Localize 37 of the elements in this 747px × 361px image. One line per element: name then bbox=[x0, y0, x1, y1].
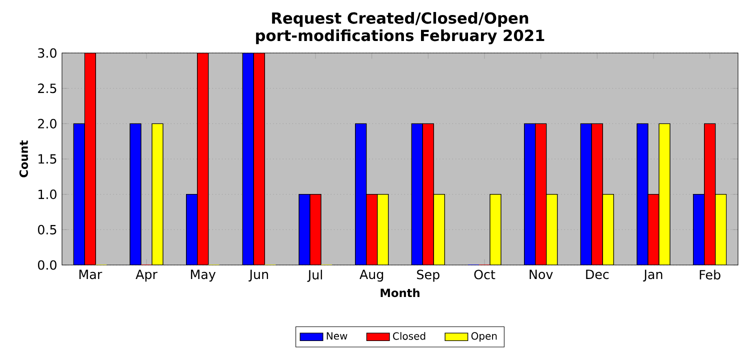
x-tick-label: Nov bbox=[530, 270, 553, 280]
x-tick-label: May bbox=[190, 270, 216, 282]
x-tick-label: Aug bbox=[360, 270, 384, 282]
x-tick-label: Jun bbox=[248, 270, 268, 282]
bar bbox=[580, 123, 592, 265]
y-axis-title: Count bbox=[19, 140, 28, 178]
y-tick-label: 1.5 bbox=[38, 154, 56, 164]
bar bbox=[186, 194, 198, 265]
x-tick-label: Jul bbox=[307, 270, 322, 282]
legend-label: New bbox=[326, 332, 348, 340]
y-tick-label: 2.0 bbox=[38, 118, 56, 128]
bar bbox=[693, 194, 705, 265]
bar bbox=[636, 123, 648, 265]
x-tick-label: Mar bbox=[79, 270, 102, 280]
y-tick-label: 0.0 bbox=[38, 260, 56, 270]
legend-label: Open bbox=[471, 332, 497, 342]
legend-label: Closed bbox=[393, 332, 426, 340]
y-tick-label: 0.5 bbox=[38, 224, 56, 234]
x-tick-label: Feb bbox=[700, 270, 720, 280]
y-tick-label: 2.5 bbox=[38, 84, 56, 94]
bar bbox=[411, 123, 423, 265]
x-tick-label: Sep bbox=[417, 270, 440, 282]
chart-title: Request Created/Closed/Open bbox=[272, 12, 528, 27]
x-tick-label: Dec bbox=[586, 270, 609, 280]
y-tick-label: 3.0 bbox=[38, 48, 56, 58]
y-tick-label: 1.0 bbox=[38, 190, 56, 200]
bar bbox=[130, 123, 142, 265]
bar bbox=[73, 123, 85, 265]
x-tick-label: Oct bbox=[474, 270, 496, 280]
bar bbox=[524, 123, 536, 265]
x-tick-label: Apr bbox=[136, 270, 158, 282]
bar bbox=[298, 194, 310, 265]
x-axis-title: Month bbox=[380, 288, 420, 298]
bar bbox=[242, 53, 254, 265]
bar bbox=[355, 123, 367, 265]
x-tick-label: Jan bbox=[643, 270, 662, 282]
chart-subtitle: port-modifications February 2021 bbox=[256, 29, 544, 44]
